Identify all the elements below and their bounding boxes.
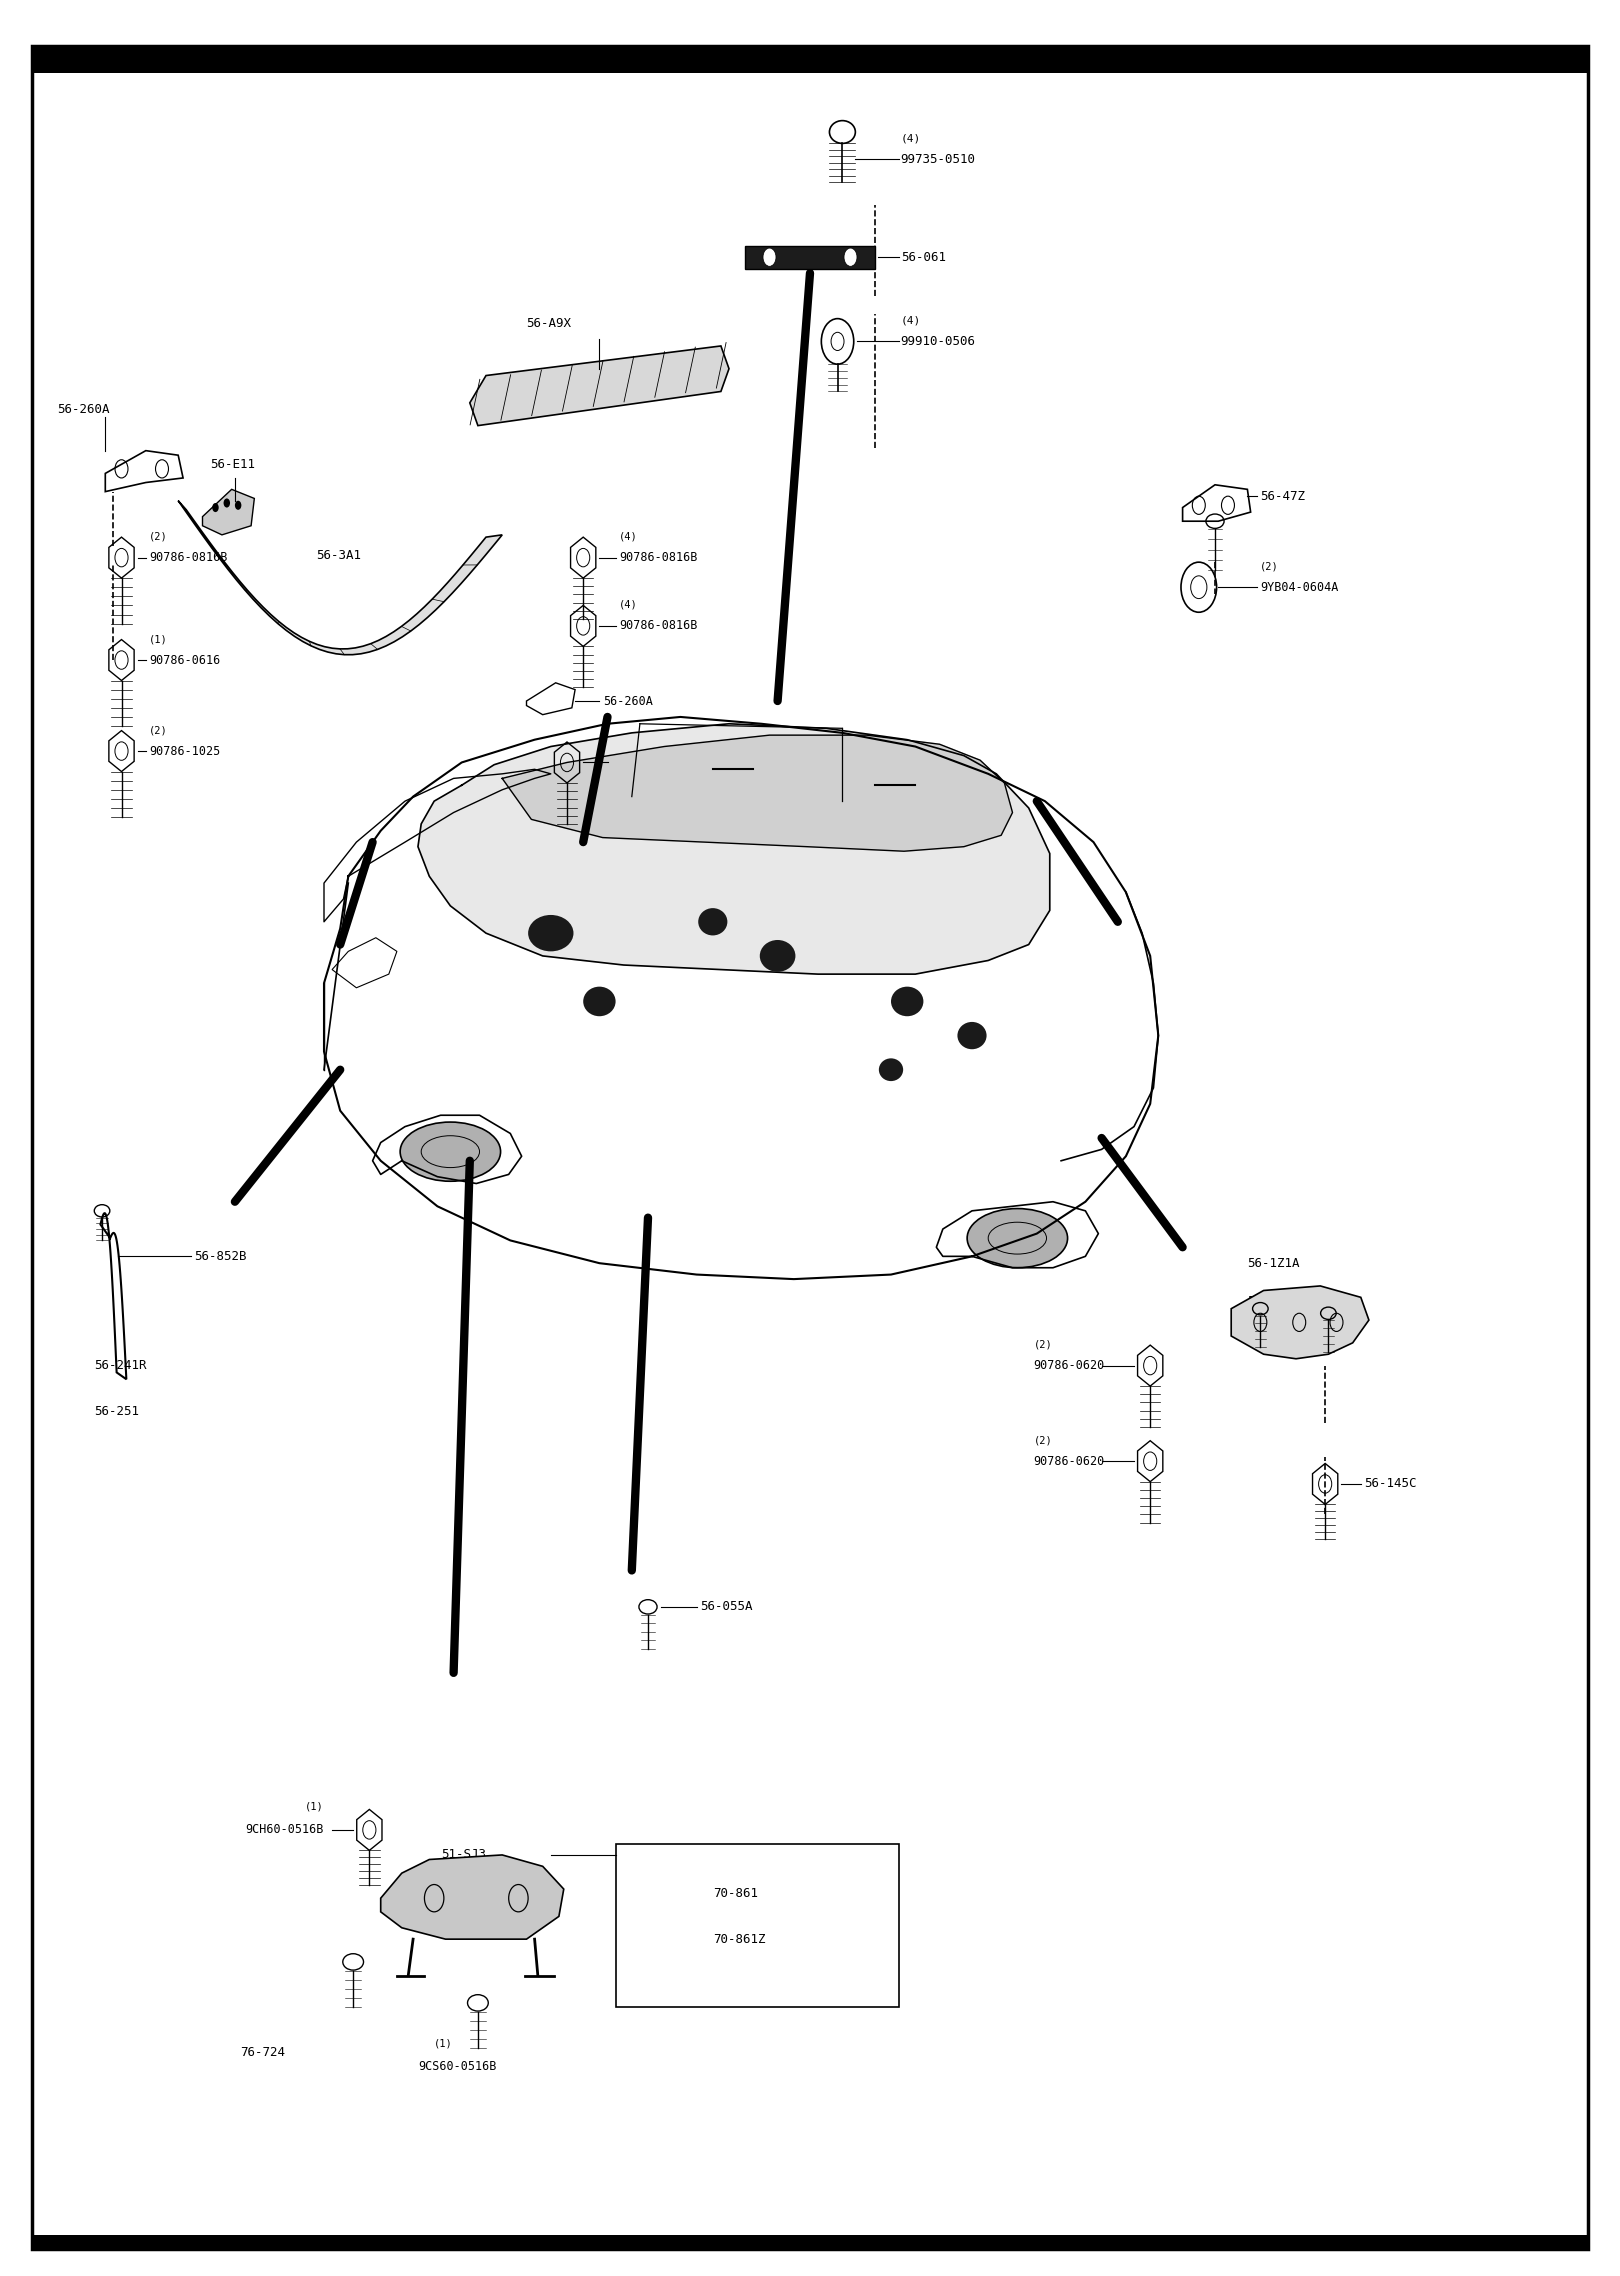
Circle shape [235, 501, 241, 510]
Ellipse shape [880, 1058, 904, 1081]
Text: (4): (4) [901, 316, 920, 325]
Text: 56-260A: 56-260A [603, 694, 653, 708]
Polygon shape [202, 489, 254, 535]
Text: 90786-0816B: 90786-0816B [149, 551, 227, 564]
Text: 9CS60-0516B: 9CS60-0516B [418, 2060, 496, 2073]
Text: 90786-1025: 90786-1025 [149, 744, 220, 758]
Polygon shape [381, 1855, 564, 1939]
Text: (2): (2) [1034, 1341, 1053, 1350]
Text: 76-724: 76-724 [240, 2046, 285, 2060]
Text: 90786-0816B: 90786-0816B [619, 551, 697, 564]
Bar [616, 1844, 899, 2007]
Polygon shape [178, 501, 502, 655]
Text: 51-SJ3: 51-SJ3 [441, 1848, 486, 1862]
Text: 56-145C: 56-145C [1364, 1477, 1416, 1491]
Text: 56-852B: 56-852B [194, 1250, 246, 1263]
Polygon shape [418, 724, 1050, 974]
Text: (4): (4) [619, 533, 638, 542]
Text: 56-3A1: 56-3A1 [316, 549, 361, 562]
Text: 90786-0620: 90786-0620 [1034, 1359, 1105, 1372]
Text: (4): (4) [619, 601, 638, 610]
Ellipse shape [957, 1022, 987, 1049]
Text: (2): (2) [1034, 1436, 1053, 1445]
Polygon shape [502, 735, 1012, 851]
Polygon shape [470, 346, 729, 426]
Text: 9CH60-0516B: 9CH60-0516B [246, 1823, 324, 1837]
Ellipse shape [760, 940, 795, 972]
Circle shape [763, 248, 776, 266]
Text: 56-061: 56-061 [901, 250, 946, 264]
Text: (1): (1) [434, 2039, 454, 2048]
Ellipse shape [698, 908, 727, 935]
Text: 56-47Z: 56-47Z [1260, 489, 1306, 503]
Circle shape [212, 503, 219, 512]
Ellipse shape [967, 1209, 1068, 1268]
Text: 9YB04-0604A: 9YB04-0604A [1260, 580, 1338, 594]
Ellipse shape [400, 1122, 501, 1181]
Text: 90786-0620: 90786-0620 [1034, 1454, 1105, 1468]
Ellipse shape [891, 986, 923, 1015]
Text: 70-861: 70-861 [713, 1887, 758, 1900]
Ellipse shape [583, 986, 616, 1015]
Text: 90786-0616: 90786-0616 [149, 653, 220, 667]
Text: 99910-0506: 99910-0506 [901, 335, 975, 348]
Circle shape [844, 248, 857, 266]
Text: (2): (2) [149, 726, 168, 735]
Circle shape [224, 498, 230, 508]
Ellipse shape [528, 915, 573, 951]
Polygon shape [745, 246, 875, 269]
Text: (2): (2) [149, 533, 168, 542]
Polygon shape [1231, 1286, 1369, 1359]
Polygon shape [324, 717, 1158, 1279]
Text: 99735-0510: 99735-0510 [901, 152, 975, 166]
Text: 56-1Z1A: 56-1Z1A [1247, 1256, 1299, 1270]
Text: 56-241R: 56-241R [94, 1359, 146, 1372]
Text: 56-260A: 56-260A [57, 403, 109, 417]
Text: 56-251: 56-251 [94, 1404, 139, 1418]
Bar [32, 2235, 1588, 2249]
Text: (1): (1) [305, 1803, 324, 1812]
Text: 56-121A: 56-121A [1247, 1295, 1299, 1309]
Text: 70-861Z: 70-861Z [713, 1932, 765, 1946]
Text: (2): (2) [611, 737, 630, 747]
Text: 90786-0816B: 90786-0816B [611, 756, 688, 769]
Text: (2): (2) [1260, 562, 1280, 571]
Text: 56-A9X: 56-A9X [526, 316, 572, 330]
Bar [32, 46, 1588, 73]
Text: (1): (1) [149, 635, 168, 644]
Text: 56-055A: 56-055A [700, 1600, 752, 1614]
Text: 90786-0816B: 90786-0816B [619, 619, 697, 633]
Text: 56-E11: 56-E11 [211, 457, 256, 471]
Text: (4): (4) [901, 134, 920, 143]
